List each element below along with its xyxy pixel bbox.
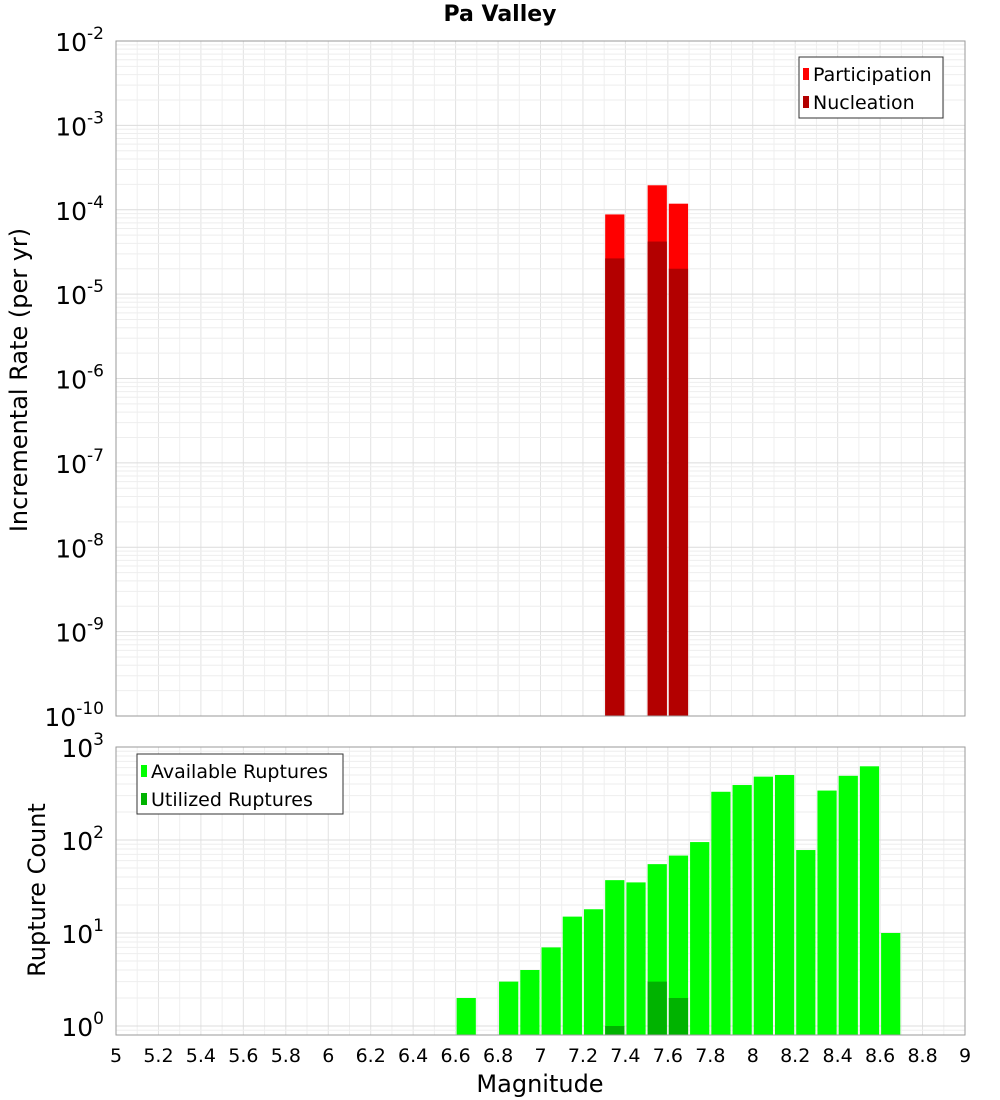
count-bar-available-ruptures bbox=[520, 969, 540, 1035]
count-bar-available-ruptures bbox=[838, 775, 858, 1035]
legend-swatch bbox=[803, 96, 809, 108]
rate-axis-label: Incremental Rate (per yr) bbox=[5, 228, 33, 532]
legend-label: Utilized Ruptures bbox=[151, 789, 313, 811]
count-bar-available-ruptures bbox=[456, 997, 476, 1035]
count-bar-available-ruptures bbox=[541, 947, 561, 1035]
count-bar-available-ruptures bbox=[711, 791, 731, 1035]
legend-swatch bbox=[141, 793, 147, 805]
plot-border bbox=[115, 746, 966, 1036]
y-tick-label: 100 bbox=[61, 1009, 104, 1042]
x-tick-label: 8 bbox=[747, 1045, 759, 1067]
x-tick-label: 8.4 bbox=[823, 1045, 853, 1067]
x-tick-label: 6 bbox=[322, 1045, 334, 1067]
count-bar-available-ruptures bbox=[817, 790, 837, 1035]
rate-bar-nucleation bbox=[647, 241, 667, 717]
count-bar-available-ruptures bbox=[626, 882, 646, 1035]
x-tick-label: 8.2 bbox=[780, 1045, 810, 1067]
y-tick-label: 10-10 bbox=[44, 699, 104, 732]
x-tick-label: 6.6 bbox=[440, 1045, 470, 1067]
x-tick-label: 7.4 bbox=[610, 1045, 640, 1067]
x-tick-label: 9 bbox=[959, 1045, 971, 1067]
legend-swatch bbox=[141, 765, 147, 777]
count-bar-available-ruptures bbox=[881, 932, 901, 1035]
x-tick-label: 6.4 bbox=[398, 1045, 428, 1067]
x-tick-label: 6.2 bbox=[356, 1045, 386, 1067]
count-bar-utilized-ruptures bbox=[647, 981, 667, 1035]
y-tick-label: 10-8 bbox=[55, 530, 104, 563]
y-tick-label: 102 bbox=[61, 823, 104, 856]
count-bar-available-ruptures bbox=[774, 774, 795, 1035]
y-tick-label: 10-6 bbox=[55, 362, 104, 395]
rupture-count-axis-label: Rupture Count bbox=[23, 803, 51, 977]
count-bar-available-ruptures bbox=[753, 776, 773, 1035]
legend-label: Available Ruptures bbox=[151, 761, 328, 783]
x-tick-label: 5.2 bbox=[143, 1045, 173, 1067]
rate-bar-nucleation bbox=[605, 258, 625, 716]
x-tick-label: 6.8 bbox=[483, 1045, 513, 1067]
x-tick-label: 7.8 bbox=[695, 1045, 725, 1067]
y-tick-label: 10-4 bbox=[55, 193, 104, 226]
rate-bar-nucleation bbox=[668, 268, 689, 716]
count-bar-available-ruptures bbox=[605, 880, 625, 1035]
plot-border bbox=[115, 40, 966, 717]
count-bar-available-ruptures bbox=[668, 855, 689, 1035]
x-tick-label: 5 bbox=[110, 1045, 122, 1067]
legend-box bbox=[136, 753, 344, 815]
x-tick-label: 8.8 bbox=[907, 1045, 937, 1067]
x-tick-label: 5.4 bbox=[186, 1045, 216, 1067]
x-tick-label: 7.6 bbox=[653, 1045, 683, 1067]
magnitude-axis-label: Magnitude bbox=[476, 1070, 603, 1098]
count-bar-available-ruptures bbox=[499, 981, 519, 1035]
count-bar-available-ruptures bbox=[796, 850, 816, 1035]
y-tick-label: 10-7 bbox=[55, 446, 104, 479]
count-bar-available-ruptures bbox=[583, 909, 604, 1035]
x-tick-label: 7.2 bbox=[568, 1045, 598, 1067]
y-tick-label: 103 bbox=[61, 730, 104, 763]
count-bar-available-ruptures bbox=[732, 785, 752, 1035]
chart-title: Pa Valley bbox=[443, 2, 557, 27]
x-tick-label: 7 bbox=[534, 1045, 546, 1067]
count-bar-available-ruptures bbox=[690, 842, 710, 1035]
x-tick-label: 8.6 bbox=[865, 1045, 895, 1067]
y-tick-label: 10-9 bbox=[55, 615, 104, 648]
y-tick-label: 10-5 bbox=[55, 277, 104, 310]
count-bar-available-ruptures bbox=[562, 916, 582, 1035]
count-bar-available-ruptures bbox=[859, 766, 880, 1035]
y-tick-label: 101 bbox=[61, 916, 104, 949]
legend-label: Nucleation bbox=[813, 92, 915, 114]
legend-box bbox=[798, 56, 944, 119]
rate-plot: 10-10 10-9 10-8 10-7 10-6 10-5 10-4 10-3 10-2 Par… bbox=[44, 24, 966, 732]
legend-label: Participation bbox=[813, 64, 932, 86]
count-bar-utilized-ruptures bbox=[605, 1025, 625, 1035]
y-tick-label: 10-2 bbox=[55, 24, 104, 57]
x-tick-label: 5.8 bbox=[271, 1045, 301, 1067]
y-tick-label: 10-3 bbox=[55, 108, 104, 141]
x-tick-label: 5.6 bbox=[228, 1045, 258, 1067]
legend-swatch bbox=[803, 68, 809, 80]
count-bar-utilized-ruptures bbox=[668, 997, 689, 1035]
